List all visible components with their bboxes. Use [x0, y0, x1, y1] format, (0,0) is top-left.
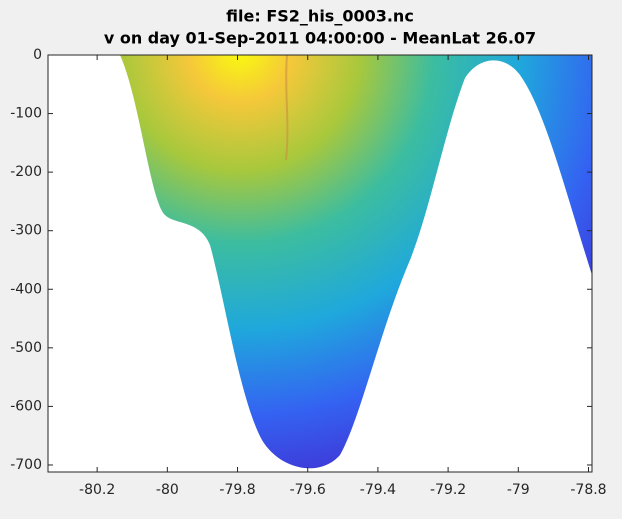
- x-tick-label: -79.6: [290, 482, 326, 498]
- chart-subtitle: v on day 01-Sep-2011 04:00:00 - MeanLat …: [104, 29, 536, 48]
- axes-box: [47, 54, 593, 473]
- y-tick-label: -600: [10, 398, 42, 414]
- y-tick-label: -300: [10, 223, 42, 239]
- x-tick-label: -80: [156, 482, 179, 498]
- x-tick-label: -79.2: [430, 482, 466, 498]
- x-tick-label: -79: [507, 482, 530, 498]
- chart-title: file: FS2_his_0003.nc: [226, 7, 414, 26]
- x-tick-label: -78.8: [570, 482, 606, 498]
- y-tick-label: 0: [33, 47, 42, 63]
- y-tick-label: -500: [10, 340, 42, 356]
- x-tick-label: -80.2: [79, 482, 115, 498]
- y-tick-label: -400: [10, 281, 42, 297]
- field-feature: [285, 55, 289, 161]
- y-tick-label: -200: [10, 164, 42, 180]
- y-tick-label: -700: [10, 457, 42, 473]
- velocity-field: [120, 55, 592, 469]
- x-tick-label: -79.4: [360, 482, 396, 498]
- x-tick-label: -79.8: [219, 482, 255, 498]
- y-tick-label: -100: [10, 106, 42, 122]
